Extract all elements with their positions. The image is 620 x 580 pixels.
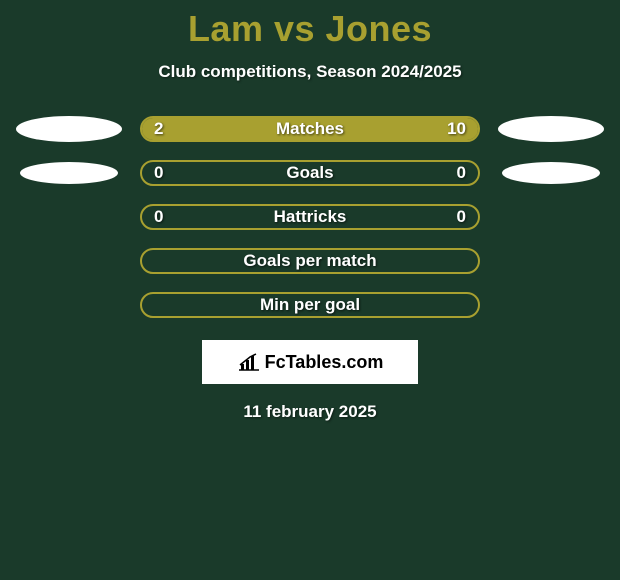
stat-value-right: 10 bbox=[447, 119, 466, 139]
stat-label: Goals bbox=[142, 163, 478, 183]
stat-bar: 0Goals0 bbox=[140, 160, 480, 186]
stat-value-right: 0 bbox=[457, 207, 466, 227]
player-right-marker bbox=[498, 116, 604, 142]
comparison-subtitle: Club competitions, Season 2024/2025 bbox=[0, 62, 620, 82]
stat-label: Min per goal bbox=[142, 295, 478, 315]
brand-text: FcTables.com bbox=[265, 352, 384, 373]
stat-bar: Min per goal bbox=[140, 292, 480, 318]
stat-row: 0Hattricks0 bbox=[0, 204, 620, 230]
comparison-title: Lam vs Jones bbox=[0, 0, 620, 50]
stat-row: 2Matches10 bbox=[0, 116, 620, 142]
stat-label: Matches bbox=[142, 119, 478, 139]
stat-row: Goals per match bbox=[0, 248, 620, 274]
stat-row: Min per goal bbox=[0, 292, 620, 318]
stat-label: Hattricks bbox=[142, 207, 478, 227]
brand-box[interactable]: FcTables.com bbox=[202, 340, 418, 384]
bar-chart-icon bbox=[237, 352, 261, 372]
stat-bar: 0Hattricks0 bbox=[140, 204, 480, 230]
stat-value-right: 0 bbox=[457, 163, 466, 183]
stat-label: Goals per match bbox=[142, 251, 478, 271]
stat-bar: 2Matches10 bbox=[140, 116, 480, 142]
stats-container: 2Matches100Goals00Hattricks0Goals per ma… bbox=[0, 116, 620, 318]
player-left-marker bbox=[16, 116, 122, 142]
player-left-marker bbox=[20, 162, 118, 184]
player-right-marker bbox=[502, 162, 600, 184]
stat-bar: Goals per match bbox=[140, 248, 480, 274]
date-line: 11 february 2025 bbox=[0, 402, 620, 422]
stat-row: 0Goals0 bbox=[0, 160, 620, 186]
